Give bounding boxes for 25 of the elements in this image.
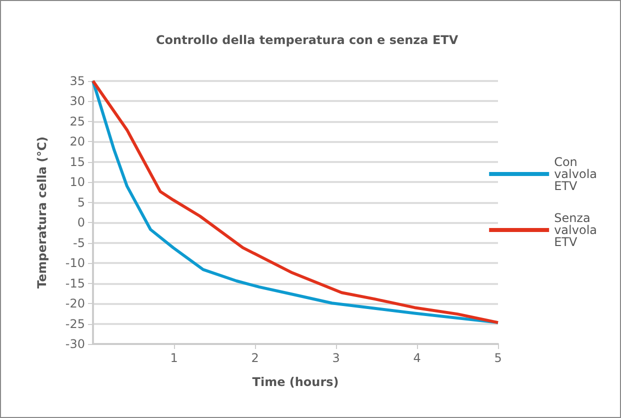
- y-tick-label: 35: [70, 74, 85, 88]
- x-axis-title: Time (hours): [252, 375, 339, 389]
- y-tick-label: -15: [65, 276, 85, 290]
- x-tick-label: 2: [251, 351, 259, 365]
- y-tick-label: -25: [65, 316, 85, 331]
- y-tick-label: -5: [73, 236, 85, 250]
- y-tick-label: 0: [77, 216, 85, 230]
- y-tick-label: -20: [65, 296, 85, 311]
- y-tick-label: 25: [70, 114, 85, 128]
- y-tick-label: 5: [77, 195, 85, 210]
- line-series: [92, 80, 500, 324]
- y-tick-label: 10: [70, 175, 85, 190]
- y-tick-label: 20: [70, 134, 85, 149]
- x-tick-label: 1: [170, 351, 178, 365]
- text: Con valvola ETV: [554, 155, 597, 193]
- x-tick-label: 5: [494, 351, 502, 365]
- chart-title: Controllo della temperatura con e senza ETV: [156, 33, 459, 47]
- y-tick-label: 15: [70, 154, 85, 169]
- x-tick-label: 3: [332, 351, 340, 365]
- y-tick-label: -10: [65, 256, 85, 270]
- y-tick-label: -30: [65, 337, 85, 351]
- y-axis-title: Temperatura cella (°C): [35, 136, 49, 288]
- y-tick-label: 30: [70, 94, 85, 108]
- x-tick-label: 4: [413, 351, 421, 365]
- text: Senza valvola ETV: [554, 211, 597, 249]
